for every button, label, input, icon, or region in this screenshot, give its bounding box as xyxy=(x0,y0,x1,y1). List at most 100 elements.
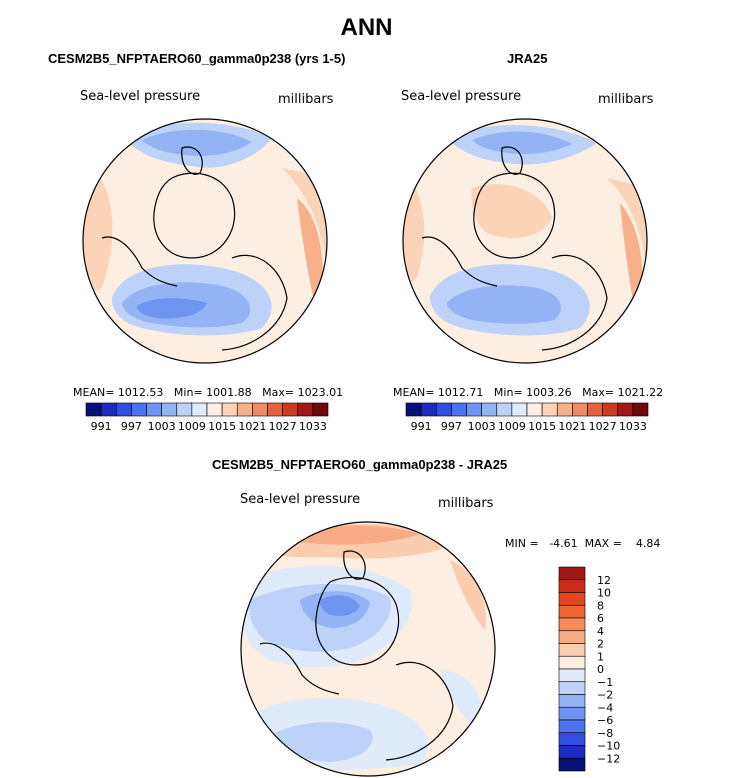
panel-1-coastline-greenland xyxy=(153,172,236,259)
panel-3-colorbar-box-3 xyxy=(558,604,586,619)
panel-3-difference-positive-east xyxy=(450,560,486,630)
panel-1-colorbar-box-15 xyxy=(312,402,329,417)
panel-2-colorbar-box-4 xyxy=(466,402,482,417)
panel-2-colorbar-box-2 xyxy=(435,402,452,417)
panel-3-colorbar-tick-label: −6 xyxy=(597,714,613,727)
panel-1-colorbar-box-3 xyxy=(131,402,147,417)
panel-1-units-label: millibars xyxy=(278,92,334,107)
panel-2-pressure-low-north xyxy=(472,131,572,154)
panel-2-colorbar-box-5 xyxy=(481,402,498,417)
panel-2-min-label: Min= xyxy=(493,386,523,399)
panel-3-min-label: MIN = xyxy=(505,537,539,550)
panel-1-min-value: 1001.88 xyxy=(206,386,252,399)
panel-1-max-value: 1023.01 xyxy=(297,386,344,399)
panel-3-colorbar-box-9 xyxy=(558,681,586,695)
panel-3-colorbar-tick-label: 0 xyxy=(597,663,604,676)
panel-2-colorbar-box-11 xyxy=(572,402,588,417)
panel-2-colorbar-box-13 xyxy=(602,402,619,417)
panel-3-colorbar-box-12 xyxy=(558,719,586,734)
panel-2-min-value: 1003.26 xyxy=(526,386,572,399)
panel-2-pressure-high-east-outer xyxy=(607,178,647,308)
panel-3-colorbar-tick-label: −12 xyxy=(597,752,620,765)
panel-1-colorbar-tick-label: 1021 xyxy=(238,420,266,433)
panel-2-colorbar-box-0 xyxy=(405,402,422,417)
panel-3-colorbar-tick-label: −8 xyxy=(597,727,613,740)
panel-3-colorbar-box-1 xyxy=(558,579,586,593)
panel-2-colorbar-tick-label: 991 xyxy=(411,420,432,433)
panel-2-colorbar-box-15 xyxy=(632,402,649,417)
panel-1-colorbar-box-13 xyxy=(282,402,299,417)
panel-3-colorbar-tick-label: 10 xyxy=(597,587,611,600)
panel-3-colorbar-box-2 xyxy=(558,592,586,606)
panel-1-coastline-europe xyxy=(221,254,288,351)
panel-2-coastline-greenland xyxy=(473,172,556,259)
panel-2-coastline-americas xyxy=(421,236,498,287)
panel-1-max-label: Max= xyxy=(262,386,295,399)
panel-1-colorbar-tick-label: 1009 xyxy=(178,420,206,433)
panel-3-difference-negative-arctic-core xyxy=(319,595,360,616)
panel-3-colorbar-tick-label: 6 xyxy=(597,612,604,625)
panel-2-pressure-high-arctic xyxy=(471,184,552,238)
panel-3-units-label: millibars xyxy=(438,496,494,511)
panel-3-difference-negative-south xyxy=(270,722,373,762)
panel-3-max-label: MAX = xyxy=(584,537,622,550)
panel-1-map-border xyxy=(82,118,328,364)
panel-1-colorbar-box-0 xyxy=(85,402,102,417)
panel-2-map xyxy=(402,118,648,364)
panel-2-colorbar-tick-label: 1015 xyxy=(528,420,556,433)
panel-2-title: JRA25 xyxy=(507,51,548,66)
panel-2-colorbar-box-1 xyxy=(420,402,437,417)
panel-2-coastline-islands xyxy=(501,146,523,175)
panel-2-colorbar-tick-label: 1033 xyxy=(619,420,647,433)
panel-2-colorbar-box-7 xyxy=(511,402,528,417)
panel-1-title: CESM2B5_NFPTAERO60_gamma0p238 (yrs 1-5) xyxy=(48,51,346,66)
panel-2-colorbar-tick-label: 1021 xyxy=(558,420,586,433)
panel-1-min-label: Min= xyxy=(173,386,203,399)
panel-1-colorbar-box-8 xyxy=(206,402,223,417)
panel-3-colorbar-box-15 xyxy=(558,757,586,772)
panel-3-map xyxy=(240,521,496,777)
panel-3-colorbar-tick-label: −10 xyxy=(597,740,620,753)
panel-1-colorbar-box-2 xyxy=(115,402,132,417)
panel-3-variable-label: Sea-level pressure xyxy=(240,492,361,507)
panel-1-colorbar-box-11 xyxy=(252,402,268,417)
panel-1-colorbar: 991 997 1003 1009 1015 1021 1027 1033 xyxy=(85,402,329,433)
panel-1-colorbar-box-9 xyxy=(221,402,238,417)
panel-2-map-border xyxy=(402,118,648,364)
panel-3-stats: MIN = -4.61 MAX = 4.84 xyxy=(505,537,660,550)
panel-1-colorbar-tick-label: 997 xyxy=(121,420,142,433)
panel-2-colorbar: 991 997 1003 1009 1015 1021 1027 1033 xyxy=(405,402,649,433)
panel-3-colorbar-tick-label: 2 xyxy=(597,638,604,651)
panel-1-colorbar-box-10 xyxy=(236,402,253,417)
panel-1-colorbar-box-14 xyxy=(297,402,314,417)
panel-2-colorbar-box-12 xyxy=(587,402,603,417)
panel-1-mean-value: 1012.53 xyxy=(117,386,164,399)
panel-1-coastline-islands xyxy=(181,146,203,175)
panel-1-map xyxy=(82,118,328,364)
panel-2-colorbar-box-8 xyxy=(526,402,543,417)
panel-1-colorbar-tick-label: 1003 xyxy=(148,420,176,433)
panel-2-mean-label: MEAN= xyxy=(393,386,435,399)
panel-1-pressure-low-north xyxy=(142,129,252,156)
panel-3-colorbar-tick-label: −2 xyxy=(597,689,613,702)
panel-1-mean-label: MEAN= xyxy=(73,386,115,399)
panel-2-colorbar-tick-label: 1009 xyxy=(498,420,526,433)
panel-2-max-value: 1021.22 xyxy=(617,386,664,399)
panel-3-colorbar-tick-label: 8 xyxy=(597,599,604,612)
panel-3-colorbar-box-11 xyxy=(558,706,586,721)
panel-3-coastline-americas xyxy=(259,642,340,695)
panel-1-colorbar-box-4 xyxy=(146,402,162,417)
panel-1-variable-label: Sea-level pressure xyxy=(80,89,201,104)
panel-3-coastline-islands xyxy=(343,550,366,580)
panel-3-colorbar-box-6 xyxy=(558,643,586,657)
panel-1-pressure-high-east xyxy=(297,198,323,318)
panel-3-colorbar-box-0 xyxy=(558,566,586,581)
panel-3-difference-negative-east xyxy=(440,670,483,735)
panel-3-colorbar-box-10 xyxy=(558,694,586,708)
panel-2-coastline-europe xyxy=(541,254,608,351)
panel-1-colorbar-box-1 xyxy=(100,402,117,417)
panel-3-colorbar-tick-label: −4 xyxy=(597,701,613,714)
panel-2-colorbar-box-10 xyxy=(556,402,573,417)
panel-2-pressure-low-south xyxy=(447,285,561,324)
